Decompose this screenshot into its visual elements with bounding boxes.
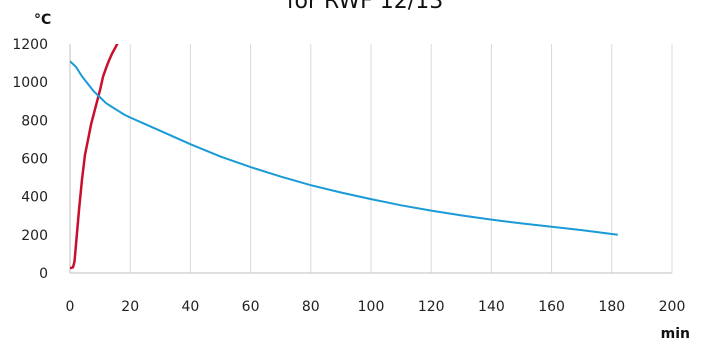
y-tick-label: 1000 xyxy=(12,75,48,91)
series-lines xyxy=(70,44,618,270)
x-tick-label: 60 xyxy=(242,299,260,315)
y-tick-label: 600 xyxy=(21,152,48,168)
y-tick-label: 1200 xyxy=(12,37,48,53)
y-tick-label: 800 xyxy=(21,113,48,129)
chart-title: for RWF 12/13 xyxy=(287,0,443,14)
x-tick-label: 0 xyxy=(66,299,75,315)
y-tick-label: 400 xyxy=(21,190,48,206)
x-tick-label: 180 xyxy=(598,299,625,315)
x-tick-label: 20 xyxy=(121,299,139,315)
series-line-cooling xyxy=(70,60,618,236)
x-tick-label: 140 xyxy=(478,299,505,315)
y-tick-label: 0 xyxy=(39,266,48,282)
x-tick-label: 200 xyxy=(659,299,686,315)
x-tick-label: 120 xyxy=(418,299,445,315)
x-axis-unit-label: min xyxy=(661,326,690,342)
grid xyxy=(69,44,673,274)
y-axis-unit-label: °C xyxy=(34,12,51,28)
tick-labels: 0 200 400 600 800 1000 1200 0 20 40 60 80 100 120 140 1… xyxy=(12,37,685,315)
x-tick-label: 160 xyxy=(538,299,565,315)
x-tick-label: 80 xyxy=(302,299,320,315)
x-tick-label: 40 xyxy=(181,299,199,315)
y-tick-label: 200 xyxy=(21,228,48,244)
series-line-heating xyxy=(70,44,119,270)
x-tick-label: 100 xyxy=(358,299,385,315)
